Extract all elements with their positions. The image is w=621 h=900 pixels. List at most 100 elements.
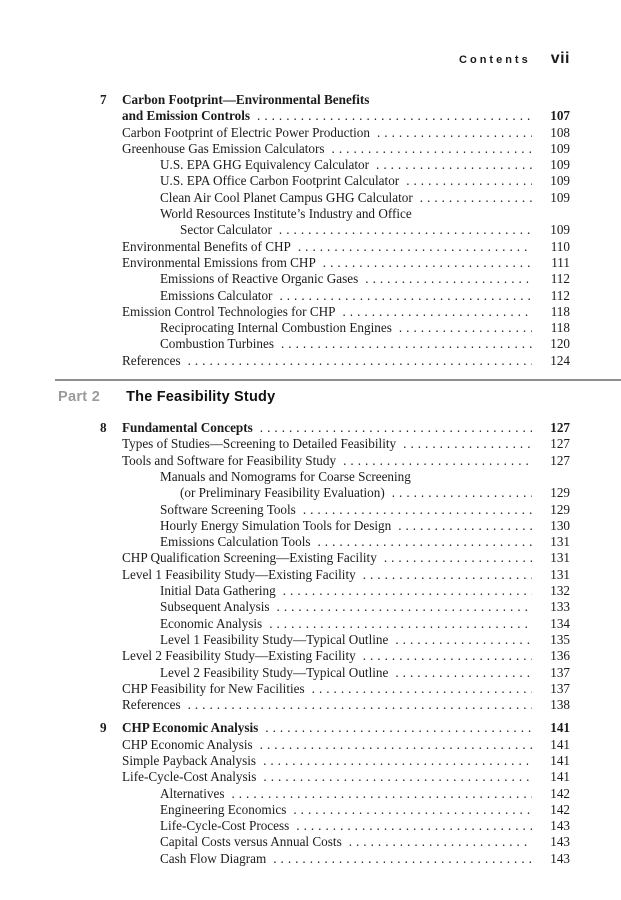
toc-page-number: 129 (550, 485, 570, 501)
toc-entry: and Emission Controls ..................… (100, 108, 570, 124)
toc-entry-title: Environmental Benefits of CHP (122, 238, 291, 254)
dot-leader: ........................................… (265, 720, 532, 736)
dot-leader: ........................................… (187, 697, 532, 713)
toc-entry-title: Economic Analysis (160, 615, 263, 631)
toc-entry: Greenhouse Gas Emission Calculators ....… (100, 141, 570, 157)
toc-page-number: 112 (550, 271, 570, 287)
dot-leader: ........................................… (403, 436, 532, 452)
part-label: Part 2 (58, 389, 101, 406)
toc-entry: 9 CHP Economic Analysis ................… (100, 720, 570, 736)
toc-page-number: 112 (550, 287, 570, 303)
toc-entry: Level 2 Feasibility Study—Typical Outlin… (100, 665, 570, 681)
dot-leader: ........................................… (406, 173, 532, 189)
toc-entry-title: Capital Costs versus Annual Costs (160, 834, 342, 850)
toc-entry: Hourly Energy Simulation Tools for Desig… (100, 518, 570, 534)
toc-entry: Emission Control Technologies for CHP ..… (100, 304, 570, 320)
dot-leader: ........................................… (276, 599, 532, 615)
dot-leader: ........................................… (376, 157, 532, 173)
dot-leader: ........................................… (398, 517, 532, 533)
toc-entry-title: Manuals and Nomograms for Coarse Screeni… (160, 468, 411, 484)
toc-entry: U.S. EPA Office Carbon Footprint Calcula… (100, 173, 570, 189)
toc-entry-title: Carbon Footprint—Environmental Benefits (122, 92, 370, 107)
toc-entry: (or Preliminary Feasibility Evaluation) … (100, 485, 570, 501)
toc-page-number: 127 (550, 436, 570, 452)
toc-page-number: 131 (550, 534, 570, 550)
toc-page-number: 141 (550, 752, 570, 768)
toc-entry-title: Combustion Turbines (160, 336, 274, 352)
toc-entry-title: CHP Feasibility for New Facilities (122, 680, 305, 696)
toc-entry: Carbon Footprint of Electric Power Produ… (100, 125, 570, 141)
toc-entry-title: Reciprocating Internal Combustion Engine… (160, 320, 392, 336)
toc-page-number: 143 (550, 834, 570, 850)
toc-page-number: 109 (550, 173, 570, 189)
toc-page-number: 141 (550, 720, 570, 736)
toc-entry-title: Emission Control Technologies for CHP (122, 303, 336, 319)
toc-entry: Emissions Calculator ...................… (100, 288, 570, 304)
dot-leader: ........................................… (279, 287, 532, 303)
toc-entry-title: Hourly Energy Simulation Tools for Desig… (160, 517, 392, 533)
dot-leader: ........................................… (259, 420, 532, 436)
dot-leader: ........................................… (395, 664, 532, 680)
toc-entry-title: CHP Economic Analysis (122, 720, 259, 736)
dot-leader: ........................................… (398, 320, 532, 336)
toc-entry: Environmental Emissions from CHP .......… (100, 255, 570, 271)
toc-entry: Software Screening Tools ...............… (100, 502, 570, 518)
toc-entry-title: World Resources Institute’s Industry and… (160, 206, 412, 222)
toc-entry-title: Initial Data Gathering (160, 583, 276, 599)
dot-leader: ........................................… (419, 189, 532, 205)
toc-page-number: 141 (550, 769, 570, 785)
dot-leader: ........................................… (263, 752, 532, 768)
toc-entry-title: U.S. EPA Office Carbon Footprint Calcula… (160, 173, 400, 189)
toc-entry: Level 1 Feasibility Study—Typical Outlin… (100, 632, 570, 648)
toc-entry: References .............................… (100, 697, 570, 713)
toc-page-number: 133 (550, 599, 570, 615)
dot-leader: ........................................… (322, 254, 532, 270)
dot-leader: ........................................… (395, 631, 532, 647)
toc-entry-title: Life-Cycle-Cost Process (160, 818, 290, 834)
chapter-number: 7 (100, 92, 107, 107)
toc-entry-title: Life-Cycle-Cost Analysis (122, 769, 257, 785)
toc-page-number: 110 (550, 238, 570, 254)
dot-leader: ........................................… (302, 501, 532, 517)
toc-entry: Tools and Software for Feasibility Study… (100, 453, 570, 469)
toc-entry-title: Emissions Calculation Tools (160, 534, 311, 550)
toc-page-number: 120 (550, 336, 570, 352)
toc-page-number: 137 (550, 680, 570, 696)
dot-leader: ........................................… (342, 303, 533, 319)
toc-entry: Emissions Calculation Tools ............… (100, 534, 570, 550)
toc-entry-title: Sector Calculator (180, 222, 272, 238)
dot-leader: ........................................… (259, 736, 532, 752)
toc-entry-title: Simple Payback Analysis (122, 752, 257, 768)
toc-entry-title: Emissions of Reactive Organic Gases (160, 271, 359, 287)
toc-entry-title: Carbon Footprint of Electric Power Produ… (122, 124, 370, 140)
toc-page-number: 138 (550, 697, 570, 713)
toc-entry: Reciprocating Internal Combustion Engine… (100, 320, 570, 336)
chapter-number: 8 (100, 420, 107, 436)
toc-entry: Initial Data Gathering .................… (100, 583, 570, 599)
dot-leader: ........................................… (273, 850, 532, 866)
part-heading: Part 2 The Feasibility Study (0, 379, 621, 406)
page-folio: vii (550, 50, 570, 67)
toc-entry: CHP Qualification Screening—Existing Fac… (100, 550, 570, 566)
dot-leader: ........................................… (263, 769, 532, 785)
toc-entry-title: Clean Air Cool Planet Campus GHG Calcula… (160, 189, 413, 205)
toc-entry-title: Subsequent Analysis (160, 599, 270, 615)
toc-page-number: 107 (550, 108, 570, 124)
toc-entry-title: Cash Flow Diagram (160, 850, 267, 866)
toc-entry: Economic Analysis ......................… (100, 616, 570, 632)
toc-page-number: 136 (550, 648, 570, 664)
toc-page-number: 141 (550, 736, 570, 752)
toc-entry-title: Level 1 Feasibility Study—Typical Outlin… (160, 631, 389, 647)
toc-page-number: 143 (550, 818, 570, 834)
dot-leader: ........................................… (187, 352, 532, 368)
toc-entry: Alternatives ...........................… (100, 786, 570, 802)
dot-leader: ........................................… (293, 801, 532, 817)
dot-leader: ........................................… (391, 485, 532, 501)
toc-page-number: 132 (550, 583, 570, 599)
toc-page-number: 111 (551, 254, 570, 270)
dot-leader: ........................................… (383, 550, 532, 566)
dot-leader: ........................................… (231, 785, 532, 801)
dot-leader: ........................................… (317, 534, 533, 550)
toc-page-number: 118 (550, 320, 570, 336)
toc-entry: World Resources Institute’s Industry and… (100, 206, 570, 222)
